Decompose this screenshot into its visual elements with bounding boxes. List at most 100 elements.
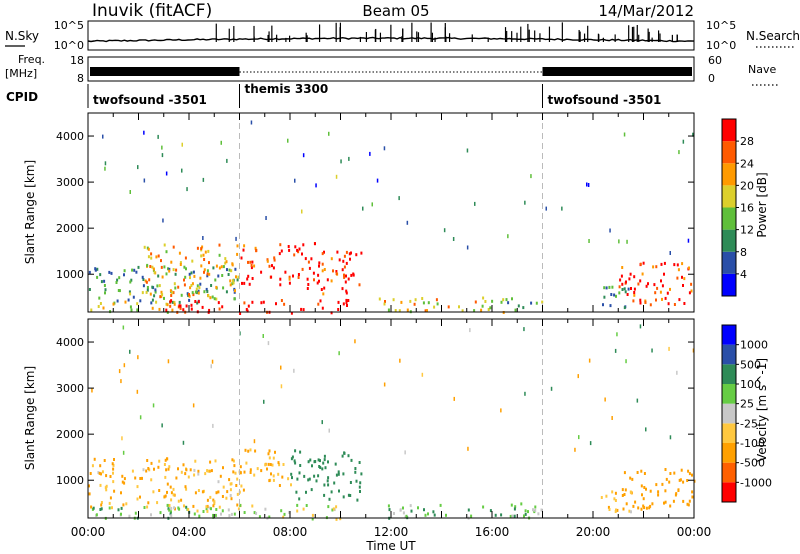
- data-cell: [360, 251, 363, 255]
- data-cell: [680, 468, 683, 472]
- data-cell: [218, 266, 221, 270]
- data-cell: [388, 508, 391, 512]
- data-cell: [610, 293, 613, 296]
- data-cell: [649, 504, 652, 508]
- data-cell: [116, 278, 119, 282]
- data-cell: [317, 474, 320, 478]
- data-cell: [609, 304, 612, 308]
- data-cell: [149, 292, 152, 296]
- data-cell: [236, 503, 239, 507]
- data-cell: [141, 291, 144, 295]
- data-cell: [204, 250, 207, 254]
- data-cell: [268, 515, 271, 519]
- colorbar-bin: [722, 229, 736, 252]
- colorbar-bin: [722, 119, 736, 142]
- data-cell: [326, 479, 329, 483]
- data-cell: [112, 463, 115, 467]
- data-cell: [307, 260, 310, 264]
- data-cell: [131, 469, 134, 473]
- data-cell: [295, 490, 298, 494]
- noise-left-tick-top: 10^5: [54, 19, 84, 32]
- data-cell: [466, 148, 469, 153]
- data-cell: [653, 283, 656, 287]
- data-cell: [336, 250, 339, 254]
- data-cell: [664, 489, 667, 493]
- data-cell: [474, 300, 477, 304]
- data-cell: [171, 291, 174, 295]
- data-cell: [97, 471, 100, 475]
- colorbar-bin: [722, 207, 736, 230]
- noise-right-tick-bottom: 10^0: [706, 39, 736, 52]
- data-cell: [609, 228, 611, 233]
- data-cell: [376, 178, 379, 183]
- data-cell: [93, 457, 96, 461]
- colorbar-bin: [722, 185, 736, 208]
- data-cell: [342, 302, 345, 306]
- data-cell: [354, 467, 357, 470]
- data-cell: [605, 494, 608, 498]
- data-cell: [208, 308, 211, 312]
- data-cell: [507, 301, 510, 305]
- data-cell: [482, 296, 485, 300]
- data-cell: [215, 491, 218, 495]
- data-cell: [511, 297, 513, 301]
- data-cell: [678, 150, 680, 155]
- data-cell: [275, 302, 277, 306]
- data-cell: [604, 397, 606, 402]
- data-cell: [337, 308, 340, 311]
- data-cell: [112, 480, 115, 484]
- data-cell: [258, 515, 261, 519]
- data-cell: [255, 511, 258, 515]
- data-cell: [263, 399, 265, 404]
- data-cell: [514, 505, 517, 509]
- data-cell: [523, 514, 525, 518]
- data-cell: [302, 308, 305, 312]
- data-cell: [177, 506, 180, 510]
- data-cell: [129, 349, 131, 354]
- data-cell: [206, 274, 209, 278]
- data-cell: [321, 269, 324, 273]
- data-cell: [272, 474, 275, 478]
- data-cell: [331, 508, 334, 512]
- data-cell: [120, 506, 123, 510]
- data-cell: [123, 269, 126, 273]
- data-cell: [369, 151, 371, 156]
- data-cell: [154, 288, 157, 292]
- data-cell: [661, 482, 664, 486]
- data-cell: [305, 490, 307, 494]
- data-cell: [249, 471, 252, 474]
- data-cell: [118, 289, 121, 293]
- data-cell: [130, 278, 133, 282]
- data-cell: [194, 300, 197, 303]
- power-panel: 1000 2000 3000 4000 Slant Range [km] 4 8 12 16…: [23, 112, 769, 315]
- data-cell: [294, 449, 297, 453]
- data-cell: [524, 200, 526, 205]
- data-cell: [272, 266, 275, 270]
- data-cell: [690, 289, 693, 293]
- data-cell: [100, 280, 103, 284]
- data-cell: [343, 273, 345, 277]
- data-cell: [268, 264, 271, 268]
- data-cell: [132, 295, 135, 299]
- data-cell: [195, 287, 198, 291]
- data-cell: [404, 450, 406, 455]
- data-cell: [383, 302, 386, 306]
- data-cell: [277, 472, 280, 476]
- data-cell: [344, 280, 347, 284]
- data-cell: [200, 264, 203, 268]
- data-cell: [410, 509, 413, 513]
- data-cell: [654, 291, 657, 295]
- data-cell: [432, 510, 435, 514]
- data-cell: [333, 481, 336, 485]
- colorbar-tick-label: -500: [740, 457, 765, 470]
- data-cell: [337, 472, 340, 476]
- data-cell: [102, 306, 105, 310]
- data-cell: [335, 174, 338, 179]
- data-cell: [330, 257, 333, 261]
- data-cell: [347, 299, 350, 302]
- data-cell: [213, 502, 216, 505]
- data-cell: [199, 282, 202, 286]
- data-cell: [183, 278, 185, 282]
- data-cell: [246, 309, 249, 313]
- data-cell: [226, 158, 228, 163]
